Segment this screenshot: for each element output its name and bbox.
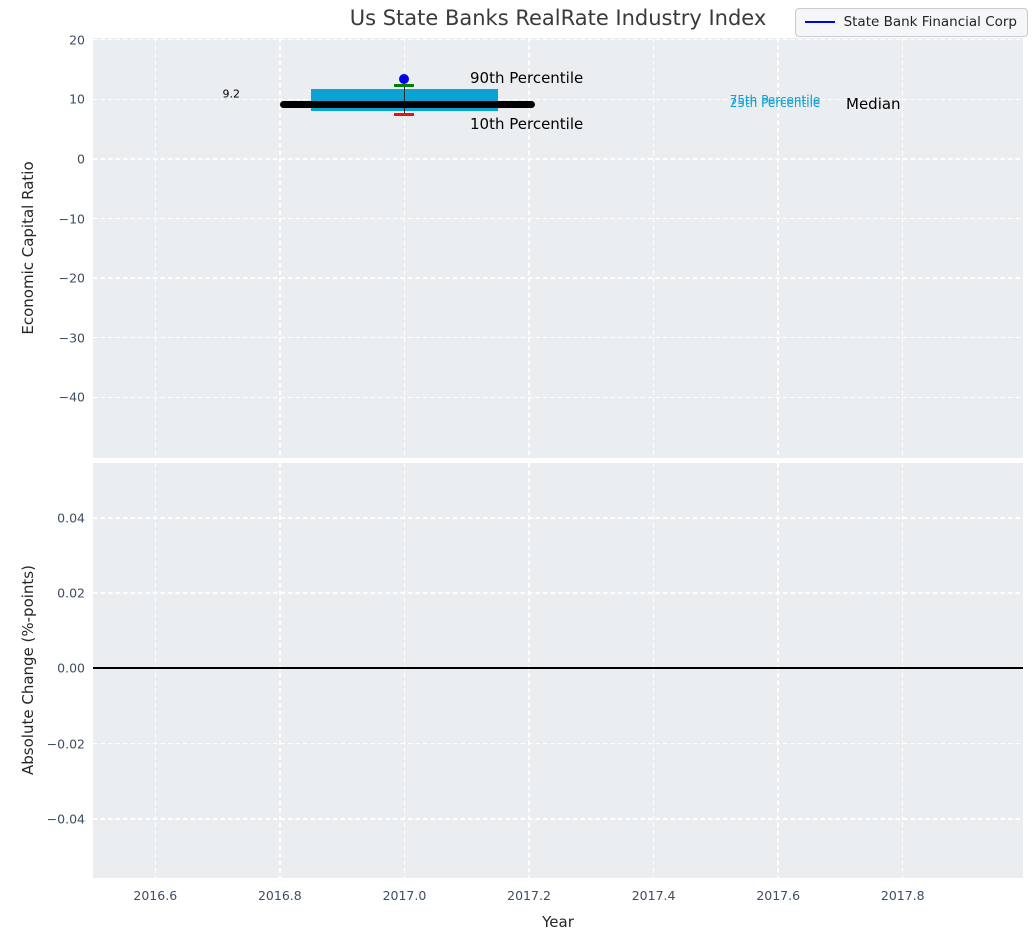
- x-tick-label: 2017.6: [756, 888, 801, 903]
- zero-line: [93, 667, 1023, 670]
- annotation-p75-label: 75th Percentile: [729, 93, 821, 107]
- y-tick-label: 0.04: [57, 510, 85, 526]
- gridline: [93, 158, 1023, 160]
- y-tick-label: −0.02: [46, 736, 85, 752]
- gridline: [777, 38, 779, 458]
- gridline: [279, 38, 281, 458]
- gridline: [279, 463, 281, 878]
- y-tick-label: −40: [58, 389, 85, 405]
- x-axis-label: Year: [542, 913, 574, 931]
- gridline: [154, 38, 156, 458]
- legend-label: State Bank Financial Corp: [843, 14, 1017, 30]
- y-tick-label: 0: [77, 151, 85, 167]
- gridline: [93, 217, 1023, 220]
- gridline: [652, 38, 655, 458]
- annotation-p25-label: 25th Percentile: [729, 96, 821, 110]
- gridline: [93, 98, 1023, 101]
- x-tick-label: 2017.2: [507, 888, 551, 903]
- top-y-axis-label: Economic Capital Ratio: [19, 161, 37, 335]
- gridline: [93, 336, 1023, 339]
- gridline: [902, 463, 904, 878]
- y-tick-label: −20: [58, 270, 85, 286]
- x-tick-label: 2017.0: [382, 888, 427, 903]
- annotation-median-label: Median: [846, 95, 901, 113]
- gridline: [528, 38, 530, 458]
- gridline: [154, 463, 156, 878]
- gridline: [403, 463, 406, 878]
- annotation-median-value: 9.2: [222, 87, 241, 101]
- y-tick-label: 0.00: [57, 660, 85, 676]
- gridline: [93, 39, 1023, 41]
- gridline: [403, 38, 406, 458]
- median-line: [279, 100, 536, 108]
- x-tick-label: 2017.8: [880, 888, 925, 903]
- company-point: [399, 73, 410, 84]
- gridline: [93, 592, 1023, 594]
- bottom-plot-area: [93, 463, 1023, 878]
- y-tick-label: −0.04: [46, 811, 85, 827]
- gridline: [93, 277, 1023, 279]
- gridline: [902, 38, 904, 458]
- gridline: [93, 818, 1023, 820]
- y-tick-label: 20: [69, 32, 85, 48]
- gridline: [652, 463, 655, 878]
- gridline: [777, 463, 779, 878]
- gridline: [93, 517, 1023, 519]
- top-plot-area: 9.2 90th Percentile 10th Percentile 75th Pe…: [93, 38, 1023, 458]
- chart-title: Us State Banks RealRate Industry Index: [349, 6, 767, 30]
- y-tick-label: 10: [69, 91, 85, 107]
- legend: State Bank Financial Corp: [794, 8, 1028, 37]
- p90-cap: [394, 83, 415, 87]
- annotation-p10-label: 10th Percentile: [470, 115, 584, 133]
- x-tick-label: 2016.6: [133, 888, 178, 903]
- annotation-p90-label: 90th Percentile: [470, 69, 584, 87]
- gridline: [528, 463, 530, 878]
- gridline: [93, 742, 1023, 745]
- y-tick-label: 0.02: [57, 585, 85, 601]
- gridline: [93, 396, 1023, 398]
- x-tick-label: 2016.8: [257, 888, 302, 903]
- y-tick-label: −30: [58, 330, 85, 346]
- whisker-stem: [403, 85, 406, 115]
- p10-cap: [394, 112, 415, 116]
- x-tick-label: 2017.4: [631, 888, 676, 903]
- y-tick-label: −10: [58, 211, 85, 226]
- legend-line-swatch: [804, 20, 835, 24]
